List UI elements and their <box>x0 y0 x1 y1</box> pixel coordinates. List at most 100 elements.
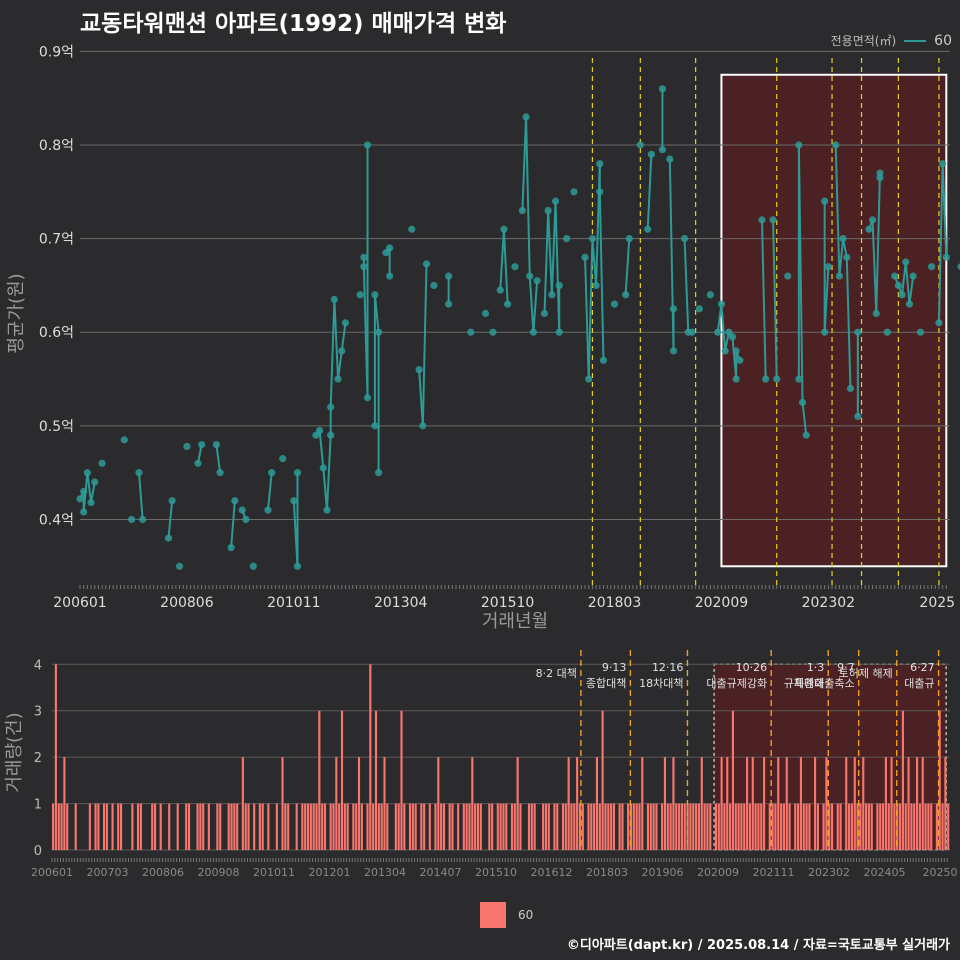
price-point <box>445 300 453 308</box>
volume-bar <box>876 803 879 850</box>
volume-bar <box>105 803 108 850</box>
volume-bar <box>312 803 315 850</box>
price-line-segment <box>760 219 767 380</box>
volume-bar <box>323 803 327 850</box>
volume-bar <box>542 803 545 850</box>
price-point <box>290 497 298 505</box>
policy-annotation: 18차대책 <box>639 677 683 690</box>
volume-bar <box>440 803 443 850</box>
volume-bar <box>729 803 732 850</box>
price-point <box>500 225 508 233</box>
volume-x-tick-label: 200601 <box>31 866 73 879</box>
volume-bar <box>488 803 491 850</box>
price-point <box>865 225 873 233</box>
price-point <box>680 235 689 243</box>
price-line-segment <box>598 191 605 361</box>
price-line-segment <box>532 280 539 333</box>
price-line-segment <box>499 229 505 291</box>
volume-bar <box>496 803 499 850</box>
policy-annotation: 특례대출축소 <box>794 677 855 690</box>
volume-bar <box>60 803 63 850</box>
volume-x-tick-label: 202111 <box>753 866 795 879</box>
volume-bar <box>859 803 862 850</box>
volume-bar <box>593 803 596 850</box>
volume-bar <box>411 803 414 850</box>
volume-bar <box>882 803 885 850</box>
volume-bar <box>845 757 848 850</box>
volume-y-tick-label: 2 <box>34 751 42 766</box>
price-point <box>135 469 143 477</box>
price-point <box>736 356 744 364</box>
volume-bar <box>740 803 743 850</box>
volume-bar <box>403 803 406 850</box>
price-point <box>540 309 549 318</box>
price-line-segment <box>86 472 93 503</box>
volume-bar <box>117 803 120 850</box>
volume-bar <box>448 803 451 850</box>
price-point <box>227 543 235 552</box>
price-line-segment <box>941 163 948 258</box>
price-line-segment <box>801 402 808 436</box>
volume-bar <box>386 803 389 850</box>
price-point <box>714 328 722 336</box>
volume-bar <box>612 803 616 850</box>
volume-bar <box>757 803 760 850</box>
x-axis-title: 거래년월 <box>482 611 548 632</box>
volume-bar <box>652 803 655 850</box>
volume-x-tick-label: 202405 <box>864 866 906 879</box>
price-line-segment <box>547 210 553 295</box>
volume-bar <box>672 757 675 850</box>
price-point <box>175 562 184 570</box>
volume-bar <box>751 757 754 850</box>
volume-bar <box>669 803 672 850</box>
volume-bar <box>556 803 559 850</box>
volume-bar <box>561 803 565 850</box>
price-point <box>839 235 847 243</box>
chart-title: 교동타워맨션 아파트(1992) 매매가격 변화 <box>80 11 507 37</box>
volume-bar <box>947 803 950 850</box>
price-point <box>891 272 899 280</box>
volume-bar <box>726 757 729 850</box>
price-legend: 전용면적(㎡) 60 <box>831 32 952 49</box>
volume-bar <box>879 803 882 850</box>
volume-bar <box>641 757 644 850</box>
volume-bar <box>802 803 805 850</box>
volume-bar <box>97 803 100 850</box>
volume-bar <box>780 803 783 850</box>
volume-bar <box>377 803 380 850</box>
price-point <box>666 155 674 163</box>
price-point <box>872 309 880 318</box>
volume-bar <box>910 803 913 850</box>
volume-bar <box>207 803 210 850</box>
volume-bar <box>720 757 723 850</box>
volume-bar <box>703 803 706 850</box>
price-point <box>625 235 633 243</box>
volume-bar <box>862 757 865 850</box>
volume-bar <box>185 803 188 850</box>
volume-bar <box>284 803 287 850</box>
volume-bar <box>346 803 349 850</box>
price-point <box>334 375 342 383</box>
volume-bar <box>227 803 230 850</box>
volume-bar <box>547 803 550 850</box>
price-point <box>688 328 696 336</box>
volume-bar <box>202 803 205 850</box>
price-point <box>363 394 372 402</box>
volume-bar <box>697 803 701 850</box>
volume-bar <box>737 803 740 850</box>
volume-bar <box>139 803 142 850</box>
volume-bar <box>366 803 369 850</box>
volume-bar <box>627 803 630 850</box>
volume-bar <box>831 803 834 850</box>
highlight-box <box>720 73 948 568</box>
price-point <box>529 328 538 336</box>
price-point <box>264 506 272 514</box>
price-point <box>902 258 910 266</box>
price-line-segment <box>624 238 631 295</box>
price-point <box>76 495 84 503</box>
volume-bar <box>530 803 533 850</box>
price-point <box>644 225 652 233</box>
volume-bar <box>321 803 324 850</box>
price-line-segment <box>528 275 535 333</box>
price-point <box>581 253 589 261</box>
